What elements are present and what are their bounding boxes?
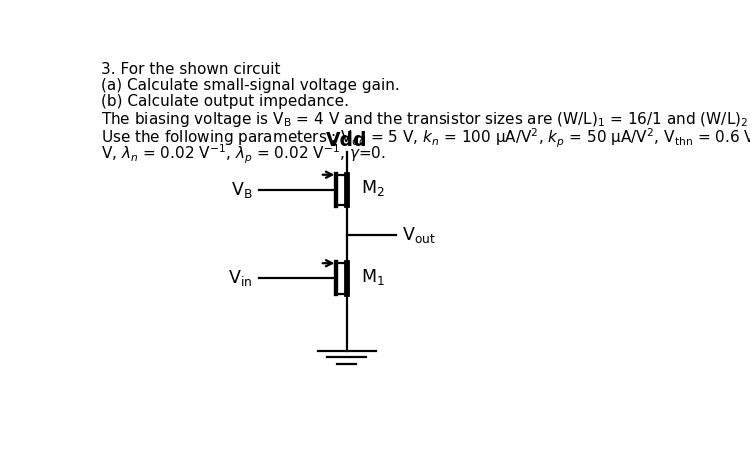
Text: Use the following parameters : V$_\mathregular{dd}$ = 5 V, $k_n$ = 100 μA/V$^2$,: Use the following parameters : V$_\mathr… <box>101 127 750 150</box>
Text: 3. For the shown circuit: 3. For the shown circuit <box>101 62 280 77</box>
Text: (a) Calculate small-signal voltage gain.: (a) Calculate small-signal voltage gain. <box>101 78 400 93</box>
Text: M$_1$: M$_1$ <box>362 266 385 287</box>
Text: (b) Calculate output impedance.: (b) Calculate output impedance. <box>101 94 350 109</box>
Text: The biasing voltage is V$_\mathregular{B}$ = 4 V and the transistor sizes are (W: The biasing voltage is V$_\mathregular{B… <box>101 111 750 129</box>
Text: M$_2$: M$_2$ <box>362 178 385 198</box>
Text: V$_\mathregular{in}$: V$_\mathregular{in}$ <box>228 268 253 288</box>
Text: Vdd: Vdd <box>326 131 368 150</box>
Text: V, $\lambda_n$ = 0.02 V$^{-1}$, $\lambda_p$ = 0.02 V$^{-1}$, $\gamma$=0.: V, $\lambda_n$ = 0.02 V$^{-1}$, $\lambda… <box>101 143 386 166</box>
Text: V$_\mathregular{out}$: V$_\mathregular{out}$ <box>402 225 436 245</box>
Text: V$_\mathregular{B}$: V$_\mathregular{B}$ <box>231 180 253 200</box>
